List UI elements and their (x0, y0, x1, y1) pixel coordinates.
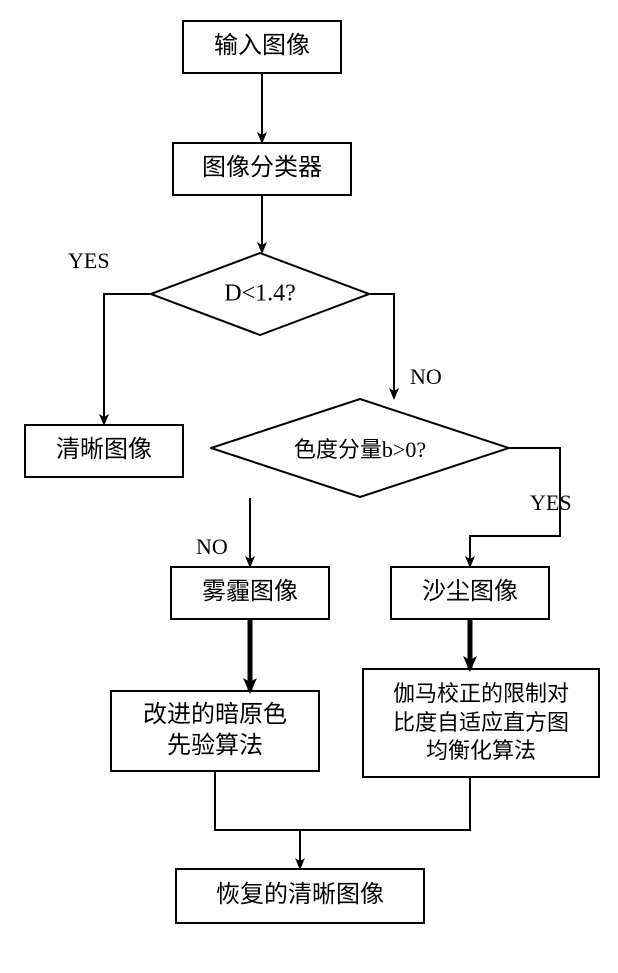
node-algo1-label: 改进的暗原色 先验算法 (143, 700, 287, 762)
node-classifier-label: 图像分类器 (202, 153, 322, 184)
node-clear: 清晰图像 (24, 424, 184, 478)
node-algo2: 伽马校正的限制对 比度自适应直方图 均衡化算法 (362, 668, 600, 778)
node-algo2-label: 伽马校正的限制对 比度自适应直方图 均衡化算法 (393, 680, 569, 766)
node-input-label: 输入图像 (214, 31, 310, 62)
edge-label-no2: NO (196, 534, 228, 560)
node-dust-label: 沙尘图像 (422, 577, 518, 608)
node-output-label: 恢复的清晰图像 (216, 880, 384, 911)
edge-label-no1: NO (410, 364, 442, 390)
edge-label-yes1: YES (68, 248, 110, 274)
node-classifier: 图像分类器 (172, 142, 352, 196)
node-haze-label: 雾霾图像 (202, 577, 298, 608)
node-clear-label: 清晰图像 (56, 435, 152, 466)
node-algo1: 改进的暗原色 先验算法 (110, 690, 320, 772)
edge-label-yes2: YES (530, 490, 572, 516)
node-haze: 雾霾图像 (170, 566, 330, 620)
node-input: 输入图像 (182, 20, 342, 74)
node-decision1: D<1.4? (150, 252, 370, 336)
node-decision2: 色度分量b>0? (210, 398, 510, 498)
node-dust: 沙尘图像 (390, 566, 550, 620)
node-output: 恢复的清晰图像 (175, 868, 425, 924)
